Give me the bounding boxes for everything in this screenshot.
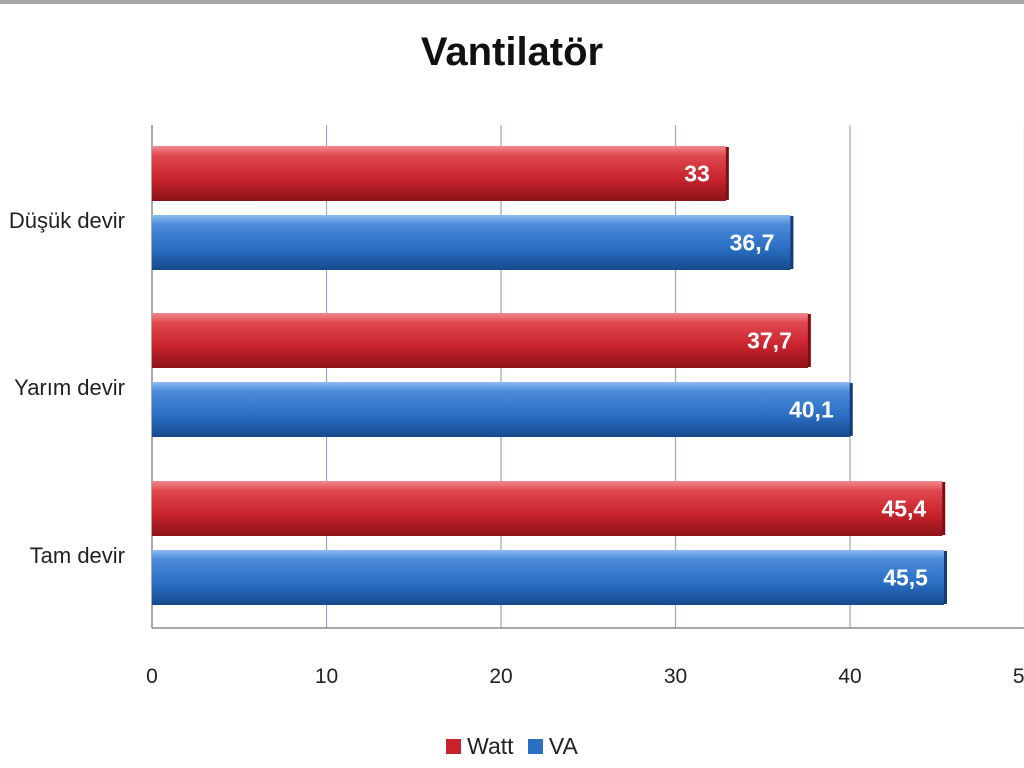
data-label: 40,1 (789, 397, 834, 423)
legend-swatch-watt (446, 739, 462, 754)
legend-swatch-va (527, 739, 543, 754)
bar-end-cap (942, 551, 947, 604)
x-tick-label: 10 (315, 665, 338, 688)
data-label: 37,7 (747, 328, 792, 354)
data-label: 33 (684, 161, 710, 187)
legend-label-watt: Watt (467, 733, 514, 759)
legend-label-va: VA (548, 733, 578, 759)
category-label: Düşük devir (9, 208, 125, 233)
legend: Watt VA (0, 733, 1024, 760)
bar-va-1 (152, 382, 850, 437)
bar-va-0 (152, 215, 791, 270)
chart-title: Vantilatör (420, 30, 604, 74)
top-border (0, 0, 1024, 4)
x-tick-label: 30 (664, 665, 687, 688)
bar-end-cap (806, 314, 811, 367)
x-tick-label: 20 (489, 665, 512, 688)
legend-item-va: VA (527, 733, 578, 760)
bar-va-2 (152, 550, 944, 605)
bar-watt-1 (152, 313, 808, 368)
bar-watt-0 (152, 146, 726, 201)
bar-end-cap (941, 482, 946, 535)
x-tick-label: 50 (1013, 665, 1024, 688)
category-label: Tam devir (30, 543, 125, 568)
data-label: 36,7 (730, 230, 775, 256)
x-tick-label: 40 (838, 665, 861, 688)
data-label: 45,4 (881, 496, 926, 522)
data-label: 45,5 (883, 565, 928, 591)
bar-end-cap (848, 383, 853, 436)
bar-end-cap (789, 216, 794, 269)
bar-end-cap (724, 147, 729, 200)
legend-item-watt: Watt (446, 733, 514, 760)
bar-watt-2 (152, 481, 943, 536)
category-label: Yarım devir (14, 375, 125, 400)
x-tick-label: 0 (146, 665, 158, 688)
